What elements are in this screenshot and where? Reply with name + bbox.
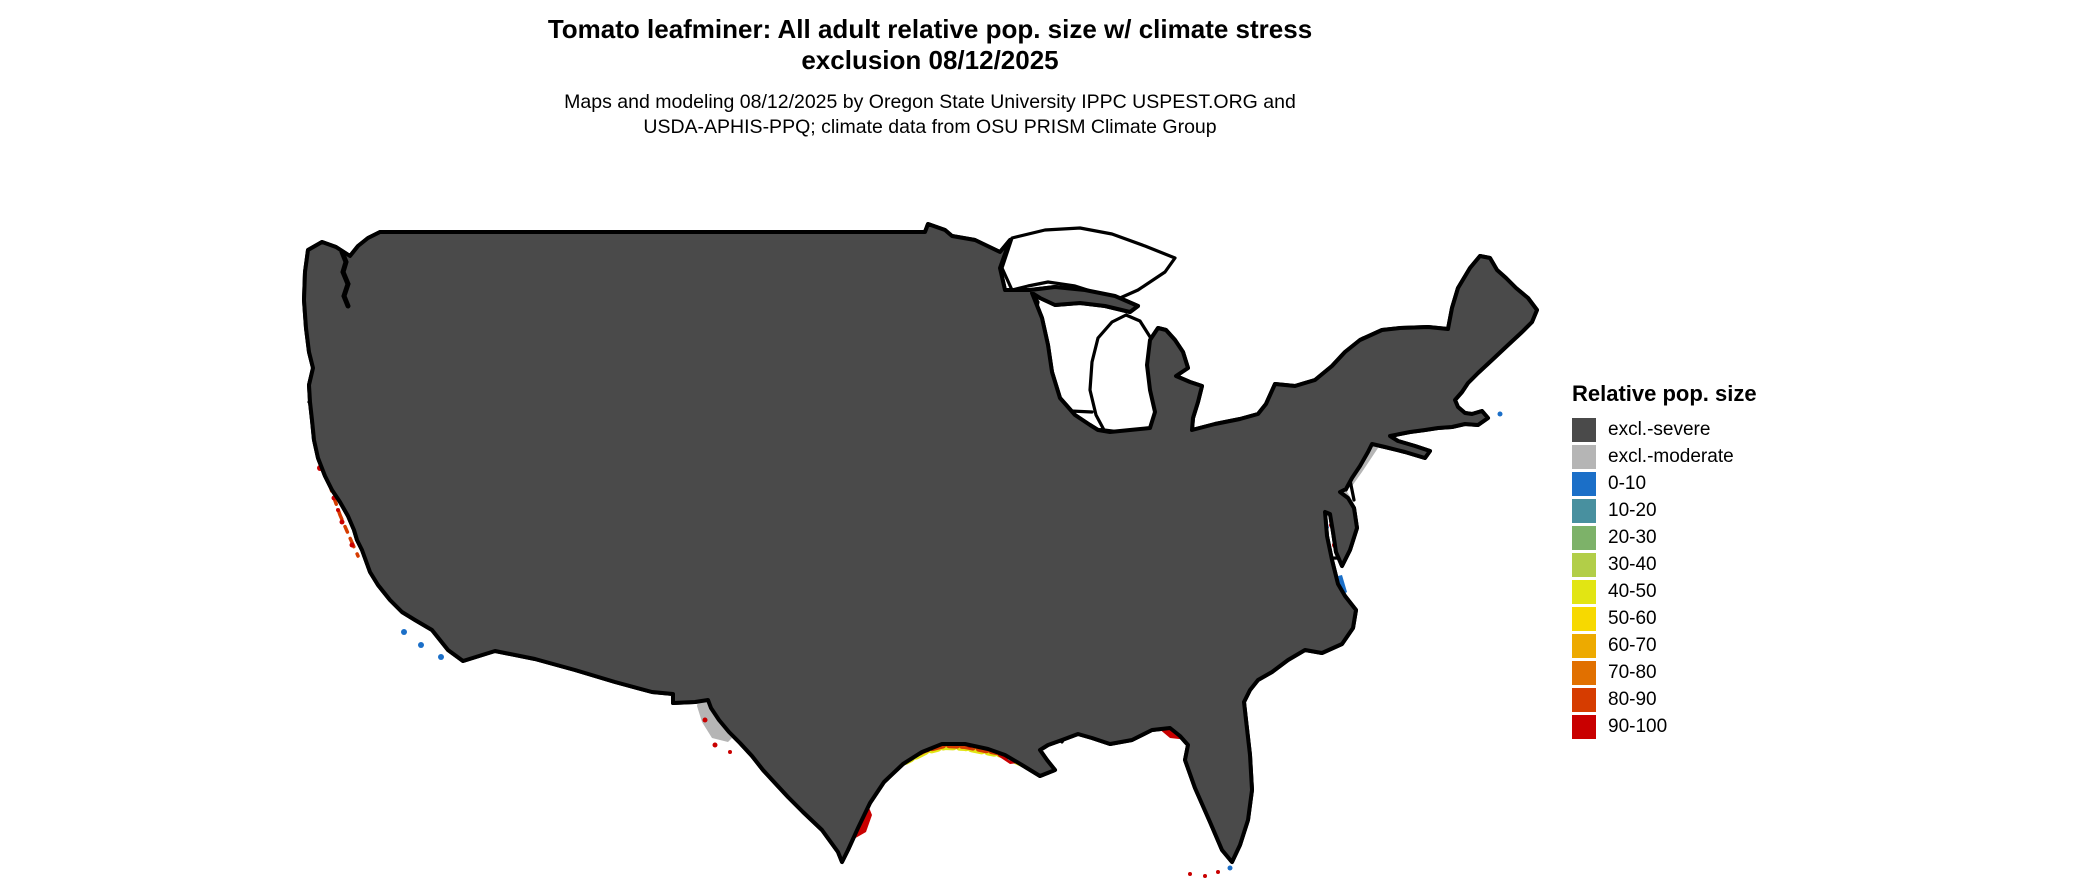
map-subtitle-line1: Maps and modeling 08/12/2025 by Oregon S… — [564, 91, 1296, 113]
legend-item: 40-50 — [1572, 578, 1757, 605]
legend-label: 90-100 — [1608, 715, 1668, 737]
great-lakes — [1000, 226, 1177, 434]
legend-item: 90-100 — [1572, 713, 1757, 740]
legend-item: 20-30 — [1572, 524, 1757, 551]
legend-items: excl.-severe excl.-moderate 0-10 10-20 20-30… — [1572, 416, 1757, 740]
legend-swatch — [1572, 633, 1596, 658]
legend-label: excl.-moderate — [1608, 445, 1734, 467]
map-title-line1: Tomato leafminer: All adult relative pop… — [547, 14, 1313, 44]
legend-swatch — [1572, 714, 1596, 739]
legend-item: 60-70 — [1572, 632, 1757, 659]
legend-label: 60-70 — [1608, 634, 1657, 656]
legend-swatch — [1572, 606, 1596, 631]
legend-item: 10-20 — [1572, 497, 1757, 524]
legend-label: 0-10 — [1608, 472, 1647, 494]
legend-swatch — [1572, 471, 1596, 496]
legend-item: excl.-severe — [1572, 416, 1757, 443]
legend-swatch — [1572, 525, 1596, 550]
legend-swatch — [1572, 417, 1596, 442]
legend-label: 50-60 — [1608, 607, 1657, 629]
legend-item: excl.-moderate — [1572, 443, 1757, 470]
legend-label: 70-80 — [1608, 661, 1657, 683]
legend-label: 80-90 — [1608, 688, 1657, 710]
legend: Relative pop. size excl.-severe excl.-mod… — [1572, 381, 1757, 740]
legend-swatch — [1572, 552, 1596, 577]
map-subtitle-line2: USDA-APHIS-PPQ; climate data from OSU PR… — [643, 116, 1217, 138]
legend-title: Relative pop. size — [1572, 381, 1757, 406]
legend-swatch — [1572, 498, 1596, 523]
legend-label: 10-20 — [1608, 499, 1657, 521]
legend-item: 80-90 — [1572, 686, 1757, 713]
legend-item: 70-80 — [1572, 659, 1757, 686]
legend-swatch — [1572, 660, 1596, 685]
map-subtitle: Maps and modeling 08/12/2025 by Oregon S… — [0, 90, 1860, 140]
legend-item: 50-60 — [1572, 605, 1757, 632]
legend-label: 40-50 — [1608, 580, 1657, 602]
legend-label: 20-30 — [1608, 526, 1657, 548]
legend-item: 0-10 — [1572, 470, 1757, 497]
legend-item: 30-40 — [1572, 551, 1757, 578]
legend-label: 30-40 — [1608, 553, 1657, 575]
legend-swatch — [1572, 579, 1596, 604]
map-header: Tomato leafminer: All adult relative pop… — [0, 14, 1860, 140]
map-title-line2: exclusion 08/12/2025 — [801, 45, 1059, 75]
legend-swatch — [1572, 687, 1596, 712]
lake-superior — [1000, 226, 1177, 300]
puget-sound — [339, 249, 351, 309]
legend-swatch — [1572, 444, 1596, 469]
legend-label: excl.-severe — [1608, 418, 1711, 440]
